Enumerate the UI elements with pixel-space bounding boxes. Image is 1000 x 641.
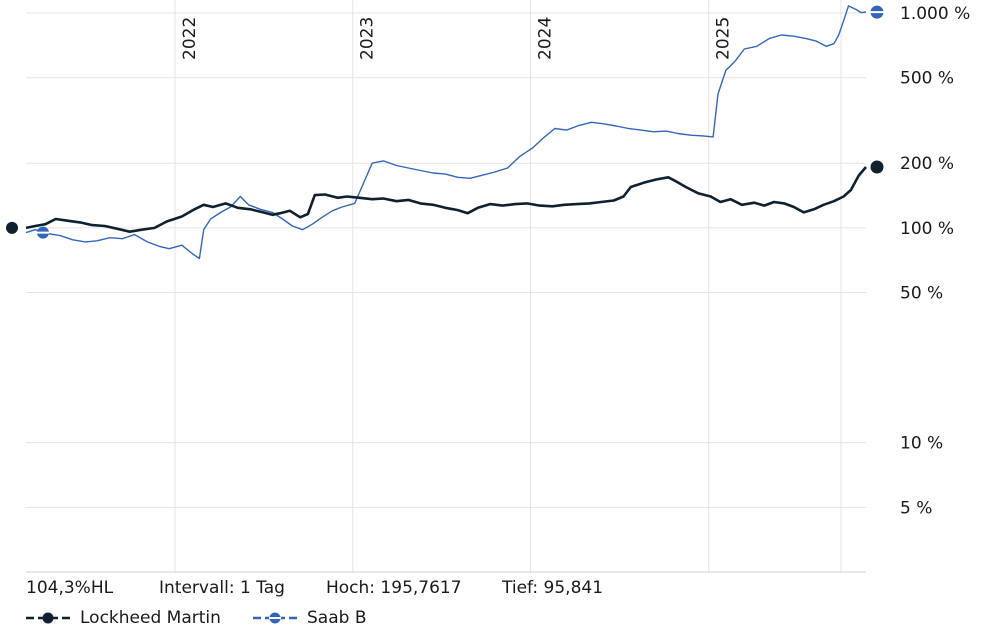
lockheed-end-marker [870,160,884,174]
grid-lines [26,0,866,573]
y-tick-label: 1.000 % [900,4,970,24]
y-tick-label: 5 % [900,498,932,518]
y-tick-label: 500 % [900,69,954,89]
series-lines [6,5,884,260]
series-line-saab-b [25,5,867,260]
y-tick-label: 200 % [900,154,954,174]
y-tick-label: 10 % [900,434,943,454]
y-tick-label: 100 % [900,219,954,239]
y-tick-label: 50 % [900,284,943,304]
x-tick-label: 2024 [535,17,555,60]
high-stat: Hoch: 195,7617 [326,578,462,598]
axis-labels: 5 % 10 % 50 % 100 % 200 % 500 % 1.000 % 2022 202… [180,4,970,518]
legend-marker-icon [26,612,70,624]
x-tick-label: 2025 [714,17,734,60]
low-stat: Tief: 95,841 [502,578,604,598]
x-tick-label: 2023 [358,17,378,60]
legend-marker-icon [253,612,297,624]
legend-item-saab-b[interactable]: Saab B [253,608,366,628]
legend-item-lockheed-martin[interactable]: Lockheed Martin [26,608,221,628]
range-stat: 104,3%HL [26,578,114,598]
x-tick-label: 2022 [180,17,200,60]
lockheed-start-marker [6,221,18,234]
interval-stat: Intervall: 1 Tag [159,578,285,598]
legend-label: Lockheed Martin [80,608,221,628]
legend-label: Saab B [307,608,367,628]
series-line-lockheed-martin [25,166,867,233]
